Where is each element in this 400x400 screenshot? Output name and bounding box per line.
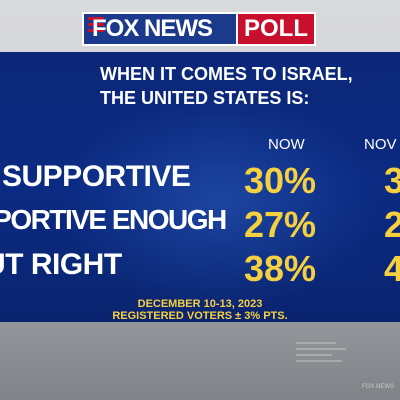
column-header-now: NOW — [268, 136, 305, 153]
flag-stripe-icon — [88, 17, 104, 20]
fox-news-poll-logo: FOX NEWS POLL — [82, 12, 316, 46]
logo-poll-text: POLL — [238, 12, 316, 46]
background-text-line — [296, 360, 342, 362]
row-label-supportive: SUPPORTIVE — [2, 160, 191, 193]
flag-stripe-icon — [88, 23, 104, 26]
footnote-dates: DECEMBER 10-13, 2023 — [137, 298, 263, 310]
row-value-now-supportive: 30% — [244, 160, 317, 201]
row-value-now-supportive-enough: 27% — [244, 204, 317, 245]
logo-brand-text: FOX NEWS — [92, 15, 213, 42]
row-value-now-about-right: 38% — [244, 248, 317, 289]
poll-question: WHEN IT COMES TO ISRAEL, THE UNITED STAT… — [0, 62, 400, 110]
row-label-supportive-enough: PPORTIVE ENOUGH — [0, 204, 227, 235]
row-value-previous-supportive: 3 — [384, 160, 400, 201]
background-text-line — [296, 342, 336, 344]
column-header-previous: NOV — [364, 136, 397, 153]
footnote-sample: REGISTERED VOTERS ± 3% PTS. — [112, 310, 288, 322]
row-value-previous-supportive-enough: 2 — [384, 204, 400, 245]
flag-stripe-icon — [88, 29, 104, 32]
row-label-about-right: UT RIGHT — [0, 248, 122, 281]
question-line-1: WHEN IT COMES TO ISRAEL, — [100, 64, 353, 84]
poll-footnote: DECEMBER 10-13, 2023 REGISTERED VOTERS ±… — [0, 298, 400, 322]
background-text-line — [296, 348, 346, 350]
fox-news-wordmark: FOX NEWS — [82, 12, 238, 46]
background-watermark: FOX NEWS — [361, 384, 394, 390]
row-value-previous-about-right: 4 — [384, 248, 400, 289]
question-line-2: THE UNITED STATES IS: — [100, 88, 310, 108]
poll-panel: WHEN IT COMES TO ISRAEL, THE UNITED STAT… — [0, 52, 400, 322]
background-screen: FOX NEWS — [280, 330, 400, 400]
background-text-line — [296, 354, 332, 356]
panel-glow — [60, 92, 380, 312]
